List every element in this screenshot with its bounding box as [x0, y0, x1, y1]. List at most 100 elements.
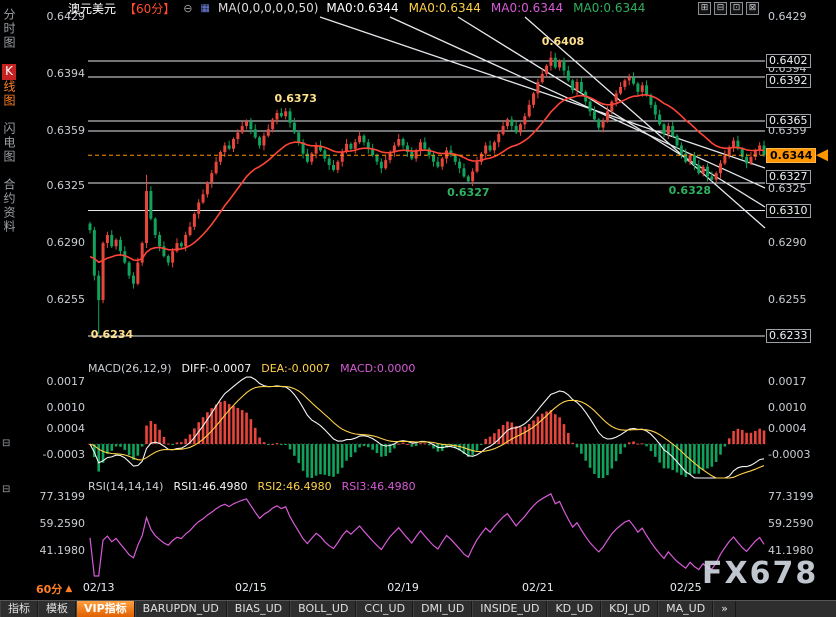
macd-legend-item: MACD:0.0000: [340, 362, 416, 375]
macd-bar: [684, 444, 688, 477]
window-controls: ⊞ ⊟ ⊡ ⊠: [698, 2, 759, 15]
macd-bar: [340, 444, 344, 468]
candle: [227, 140, 231, 151]
candle-body: [110, 234, 114, 247]
candle: [497, 130, 501, 148]
macd-bar: [210, 408, 214, 445]
candle: [666, 122, 670, 139]
macd-bar: [523, 426, 527, 445]
candle-body: [723, 155, 727, 164]
candle: [288, 108, 292, 128]
candle: [449, 145, 453, 157]
macd-legend-item: DIFF:-0.0007: [181, 362, 252, 375]
candle: [171, 247, 175, 268]
toolbar-bias-button[interactable]: BIAS_UD: [226, 601, 291, 617]
candle-body: [245, 121, 249, 126]
candle: [145, 174, 149, 248]
add-window-icon[interactable]: ⊞: [698, 2, 711, 15]
candle: [418, 138, 422, 156]
sidebar-item-contract-info[interactable]: 合约资料: [2, 178, 16, 234]
candle-body: [332, 165, 336, 170]
toolbar-barupdn-button[interactable]: BARUPDN_UD: [134, 601, 227, 617]
cascade-windows-icon[interactable]: ⊟: [714, 2, 727, 15]
macd-bar: [271, 443, 274, 445]
macd-bar: [332, 444, 335, 477]
chart-canvas[interactable]: [0, 0, 836, 600]
toolbar-kd-button[interactable]: KD_UD: [547, 601, 602, 617]
macd-bar: [249, 419, 253, 445]
macd-panel-toggle-icon[interactable]: ⊟: [2, 438, 11, 449]
sidebar-item-kline-chart[interactable]: K线图: [2, 64, 16, 108]
toolbar-indicator-button[interactable]: 指标: [0, 601, 38, 617]
candle-body: [488, 145, 492, 151]
indicator-toolbar: 指标 模板 VIP指标 BARUPDN_UD BIAS_UD BOLL_UD CCI_UD D…: [0, 600, 836, 617]
macd-bar: [606, 444, 609, 476]
macd-bar: [662, 444, 666, 469]
timeframe-selector[interactable]: 60分 ▲: [36, 581, 72, 597]
candle-body: [719, 163, 723, 174]
timeframe-badge[interactable]: 【60分】: [124, 1, 176, 16]
candle: [592, 106, 596, 122]
macd-bar: [675, 444, 679, 473]
close-window-icon[interactable]: ⊠: [746, 2, 759, 15]
candle-body: [127, 262, 131, 276]
macd-bar: [371, 444, 374, 450]
candle: [297, 130, 301, 146]
toolbar-kdj-button[interactable]: KDJ_UD: [601, 601, 659, 617]
macd-bar: [388, 444, 392, 453]
candle-body: [392, 145, 396, 152]
toolbar-boll-button[interactable]: BOLL_UD: [290, 601, 357, 617]
toolbar-vip-indicator-button[interactable]: VIP指标: [76, 601, 135, 617]
collapse-icon[interactable]: ⊖: [183, 1, 193, 15]
candle-body: [558, 60, 562, 68]
macd-bar: [632, 441, 635, 445]
macd-bar: [527, 424, 531, 445]
candle: [332, 160, 336, 172]
candle: [245, 119, 249, 130]
toolbar-inside-button[interactable]: INSIDE_UD: [472, 601, 548, 617]
candle: [314, 142, 318, 159]
candle: [305, 148, 309, 164]
macd-bar: [445, 444, 448, 448]
sidebar-item-lightning-chart[interactable]: 闪电图: [2, 122, 16, 164]
rsi-panel-toggle-icon[interactable]: ⊟: [2, 484, 11, 495]
candle: [384, 155, 388, 170]
candle: [397, 134, 401, 148]
macd-bar: [206, 412, 209, 445]
candle-body: [358, 135, 362, 143]
macd-bar: [253, 427, 257, 445]
macd-bar: [614, 444, 618, 462]
candle: [610, 99, 614, 115]
candle: [719, 160, 723, 179]
macd-bar: [410, 444, 414, 447]
candle: [532, 91, 536, 109]
toolbar-dmi-button[interactable]: DMI_UD: [413, 601, 473, 617]
candle-body: [671, 125, 675, 136]
candle: [88, 221, 92, 234]
candle: [366, 138, 370, 154]
toolbar-cci-button[interactable]: CCI_UD: [356, 601, 414, 617]
macd-bar: [401, 442, 405, 445]
toolbar-template-button[interactable]: 模板: [38, 601, 76, 617]
candle-body: [92, 230, 96, 276]
candle-body: [179, 243, 183, 247]
macd-bar: [153, 423, 157, 445]
macd-bar: [710, 444, 714, 467]
candle-body: [284, 111, 288, 117]
macd-bar: [349, 444, 353, 458]
sidebar-item-time-chart[interactable]: 分时图: [2, 8, 16, 50]
candle-body: [649, 95, 653, 105]
candle: [436, 156, 440, 169]
toolbar-ma-button[interactable]: MA_UD: [658, 601, 714, 617]
candle: [192, 212, 196, 231]
chart-type-icon[interactable]: ▦: [200, 2, 210, 14]
candle-body: [432, 155, 436, 162]
candle: [692, 151, 696, 170]
macd-bar: [297, 444, 301, 464]
candle: [479, 151, 483, 166]
candle-body: [714, 173, 718, 180]
tile-windows-icon[interactable]: ⊡: [730, 2, 743, 15]
toolbar-more-button[interactable]: »: [713, 601, 736, 617]
candle: [292, 117, 296, 135]
macd-bar: [293, 444, 296, 456]
